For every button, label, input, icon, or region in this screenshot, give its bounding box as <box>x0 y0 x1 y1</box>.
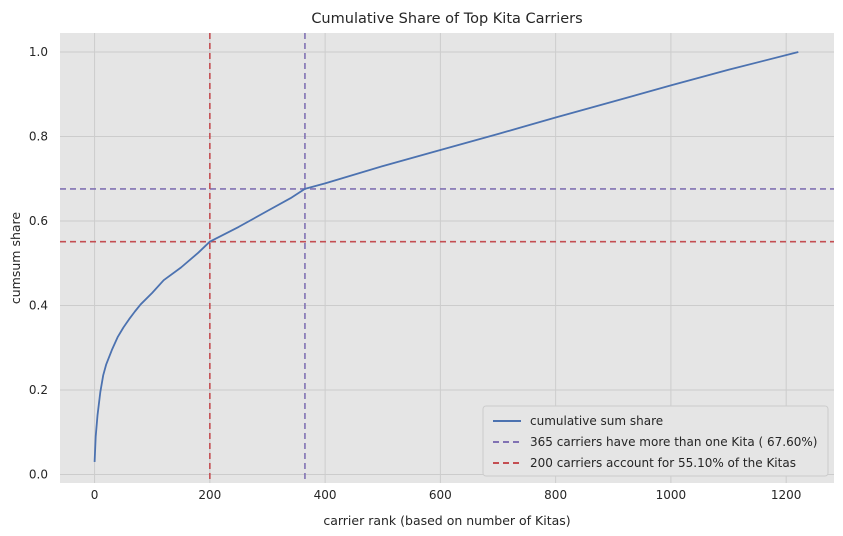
legend: cumulative sum share 365 carriers have m… <box>482 405 829 477</box>
y-tick-label: 0.4 <box>29 299 48 313</box>
legend-box <box>482 405 829 477</box>
legend-label-series: cumulative sum share <box>530 414 663 428</box>
chart-title: Cumulative Share of Top Kita Carriers <box>311 11 582 27</box>
y-axis-label: cumsum share <box>8 212 23 305</box>
x-tick-label: 600 <box>429 488 452 502</box>
x-tick-label: 1200 <box>771 488 802 502</box>
x-axis-ticks: 0 200 400 600 800 1000 1200 <box>91 488 802 502</box>
y-tick-label: 0.8 <box>29 130 48 144</box>
x-axis-label: carrier rank (based on number of Kitas) <box>323 513 570 528</box>
x-tick-label: 200 <box>198 488 221 502</box>
series-line-0 <box>93 51 799 462</box>
x-tick-label: 0 <box>91 488 99 502</box>
y-tick-label: 1.0 <box>29 45 48 59</box>
x-tick-label: 400 <box>314 488 337 502</box>
y-tick-label: 0.6 <box>29 214 48 228</box>
legend-label-ref-200: 200 carriers account for 55.10% of the K… <box>530 456 796 470</box>
x-tick-label: 800 <box>544 488 567 502</box>
series-group <box>93 51 799 462</box>
y-tick-label: 0.0 <box>29 468 48 482</box>
y-tick-label: 0.2 <box>29 383 48 397</box>
x-tick-label: 1000 <box>656 488 687 502</box>
y-axis-ticks: 0.0 0.2 0.4 0.6 0.8 1.0 <box>29 45 48 482</box>
legend-label-ref-365: 365 carriers have more than one Kita ( 6… <box>530 435 817 449</box>
reference-lines <box>60 33 834 483</box>
